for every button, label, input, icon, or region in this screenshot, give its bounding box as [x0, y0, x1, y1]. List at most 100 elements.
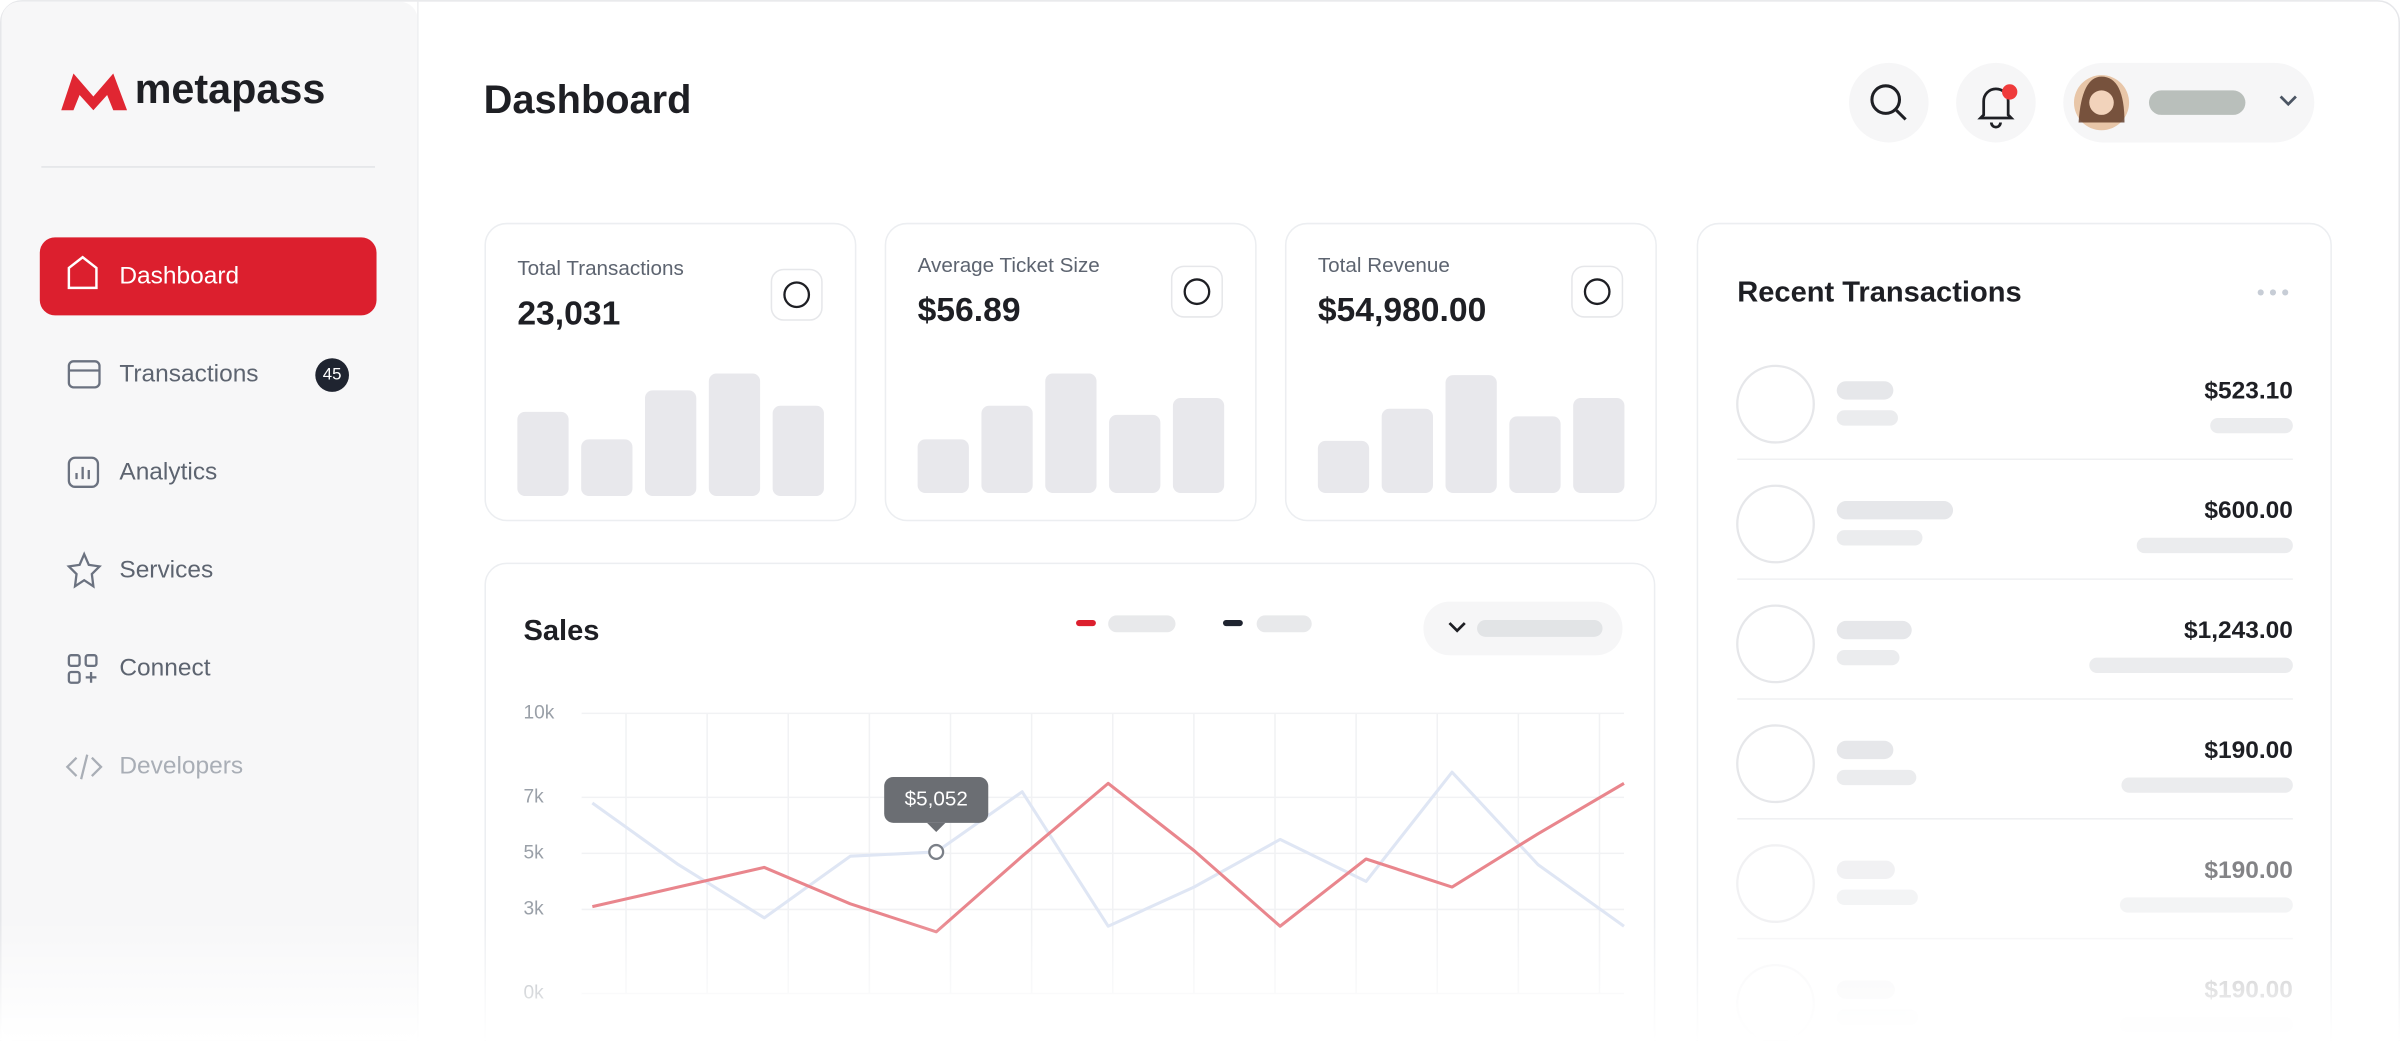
- placeholder-bar: [1509, 416, 1561, 493]
- placeholder-bar: [1109, 414, 1161, 493]
- placeholder: [1836, 649, 1900, 666]
- placeholder: [1836, 620, 1912, 640]
- transaction-row[interactable]: $523.10: [1736, 364, 2293, 461]
- placeholder: [1836, 769, 1917, 786]
- placeholder: [1836, 860, 1895, 879]
- placeholder: [1108, 615, 1176, 633]
- transaction-row[interactable]: $600.00: [1736, 484, 2293, 580]
- placeholder-bar: [1317, 440, 1370, 493]
- transaction-amount: $190.00: [2204, 737, 2292, 764]
- avatar-placeholder: [1736, 484, 1815, 564]
- placeholder-bar: [1172, 398, 1225, 493]
- page-title: Dashboard: [484, 78, 692, 122]
- placeholder-bar: [981, 405, 1033, 493]
- placeholder: [1256, 615, 1312, 633]
- placeholder: [1836, 501, 1954, 520]
- placeholder: [2210, 417, 2293, 434]
- avatar-placeholder: [1736, 844, 1815, 923]
- stat-icon: [770, 268, 823, 321]
- notifications-button[interactable]: [1956, 62, 2036, 143]
- search-button[interactable]: [1848, 62, 1929, 143]
- nav-item-active[interactable]: [39, 237, 377, 316]
- placeholder: [2136, 537, 2293, 554]
- y-tick-label: 5k: [523, 842, 544, 863]
- tooltip-arrow: [927, 822, 946, 833]
- nav-label[interactable]: Dashboard: [119, 263, 239, 290]
- placeholder-bar: [1045, 373, 1097, 493]
- stat-card: [884, 222, 1257, 522]
- transaction-amount: $523.10: [2204, 377, 2292, 404]
- stat-icon: [1571, 265, 1624, 318]
- placeholder-bar: [581, 439, 633, 497]
- avatar-placeholder: [1736, 604, 1815, 684]
- placeholder: [2148, 90, 2246, 115]
- tooltip-label: $5,052: [905, 787, 968, 810]
- series-line: [592, 781, 1625, 934]
- placeholder-bar: [1381, 408, 1433, 493]
- transaction-row[interactable]: $190.00: [1736, 724, 2293, 820]
- y-tick-label: 10k: [523, 702, 554, 723]
- y-tick-label: 3k: [523, 898, 544, 919]
- placeholder-bar: [645, 390, 697, 497]
- placeholder-bar: [517, 411, 569, 497]
- placeholder-bar: [708, 373, 761, 497]
- icon-glyph: [1583, 278, 1611, 306]
- icon: [67, 360, 101, 389]
- bottom-fade: [0, 918, 2400, 1041]
- placeholder-bar: [1573, 398, 1625, 493]
- icon: [67, 255, 98, 290]
- placeholder: [1836, 410, 1898, 426]
- legend-swatch: [1222, 619, 1243, 627]
- nav-label[interactable]: Developers: [119, 752, 243, 779]
- placeholder: [2121, 777, 2293, 793]
- placeholder: [2119, 897, 2293, 913]
- notification-dot: [2002, 84, 2018, 100]
- badge-count: 45: [323, 365, 342, 384]
- icon-glyph: [1183, 278, 1211, 306]
- stat-label: Total Revenue: [1318, 254, 1450, 277]
- placeholder-bar: [1445, 375, 1497, 493]
- nav-label[interactable]: Analytics: [119, 459, 217, 486]
- sidebar: [1, 1, 418, 1043]
- placeholder: [1836, 381, 1894, 400]
- y-tick-label: 7k: [523, 786, 544, 807]
- placeholder-bar: [772, 405, 824, 497]
- placeholder-bar: [917, 439, 969, 493]
- icon-glyph: [783, 281, 811, 309]
- stat-value: 23,031: [517, 295, 620, 332]
- nav-label[interactable]: Services: [119, 556, 213, 583]
- icon: [67, 654, 98, 684]
- nav-label[interactable]: Connect: [119, 654, 210, 681]
- stat-icon: [1170, 265, 1223, 318]
- transaction-amount: $190.00: [2204, 857, 2292, 884]
- stat-label: Total Transactions: [517, 257, 683, 280]
- tooltip: [884, 776, 989, 823]
- placeholder: [1836, 889, 1918, 905]
- nav-label[interactable]: Transactions: [119, 361, 258, 388]
- stat-value: $56.89: [918, 292, 1021, 329]
- card-title: Sales: [523, 615, 599, 647]
- stat-value: $54,980.00: [1318, 292, 1486, 329]
- stat-label: Average Ticket Size: [918, 254, 1100, 277]
- icon: [67, 456, 100, 488]
- stat-card: [1284, 222, 1657, 522]
- placeholder: [1836, 740, 1894, 760]
- data-point: [928, 843, 945, 860]
- legend-swatch: [1076, 619, 1096, 627]
- avatar-placeholder: [1736, 724, 1815, 804]
- placeholder: [1836, 530, 1923, 546]
- transaction-row[interactable]: $1,243.00: [1736, 604, 2293, 700]
- transaction-amount: $1,243.00: [2184, 617, 2293, 644]
- icon: [65, 754, 103, 780]
- placeholder: [2089, 657, 2293, 673]
- transactions-card: [1696, 222, 2332, 1046]
- stat-card: [484, 222, 857, 522]
- badge: [315, 358, 349, 392]
- avatar-placeholder: [1736, 364, 1815, 444]
- card-title: Recent Transactions: [1737, 277, 2021, 309]
- more-button[interactable]: [2257, 289, 2289, 296]
- logo-mark: [61, 73, 128, 111]
- icon: [66, 551, 102, 589]
